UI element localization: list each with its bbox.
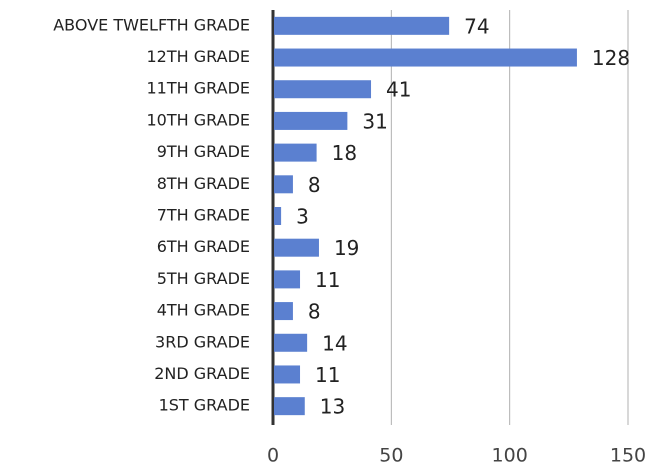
y-tick-label: 12TH GRADE (147, 47, 251, 66)
y-tick-label: ABOVE TWELFTH GRADE (53, 15, 250, 34)
bar (274, 143, 317, 162)
bar (274, 365, 301, 384)
x-tick-label: 50 (379, 445, 403, 467)
bar (274, 333, 308, 352)
y-tick-label: 5TH GRADE (157, 269, 250, 288)
y-tick-label: 11TH GRADE (147, 79, 251, 98)
y-tick-label: 3RD GRADE (155, 332, 250, 351)
bar (274, 80, 372, 99)
x-tick-label: 150 (610, 445, 646, 467)
data-label: 74 (464, 14, 489, 38)
bar (274, 397, 305, 416)
y-tick-label: 6TH GRADE (157, 237, 250, 256)
data-label: 13 (320, 395, 345, 419)
y-tick-label: 7TH GRADE (157, 206, 250, 225)
x-tick-label: 0 (267, 445, 279, 467)
y-tick-label: 8TH GRADE (157, 174, 250, 193)
data-label: 14 (322, 331, 347, 355)
bar (274, 48, 577, 67)
y-tick-label: 4TH GRADE (157, 301, 250, 320)
x-tick-label: 100 (492, 445, 528, 467)
y-tick-label: 2ND GRADE (154, 364, 250, 383)
data-label: 18 (332, 141, 357, 165)
data-label: 19 (334, 236, 359, 260)
y-tick-label: 1ST GRADE (159, 396, 250, 415)
data-label: 41 (386, 78, 411, 102)
data-label: 128 (592, 46, 630, 70)
data-label: 8 (308, 300, 321, 324)
bar (274, 207, 282, 225)
data-label: 8 (308, 173, 321, 197)
data-label: 11 (315, 363, 340, 387)
bar (274, 16, 450, 35)
data-label: 3 (296, 205, 309, 229)
bar (274, 270, 301, 289)
data-label: 11 (315, 268, 340, 292)
y-tick-label: 9TH GRADE (157, 142, 250, 161)
y-tick-label: 10TH GRADE (147, 110, 251, 129)
bar (274, 175, 293, 194)
bar (274, 302, 293, 321)
data-label: 31 (362, 109, 387, 133)
bar (274, 111, 348, 130)
bar (274, 238, 319, 257)
